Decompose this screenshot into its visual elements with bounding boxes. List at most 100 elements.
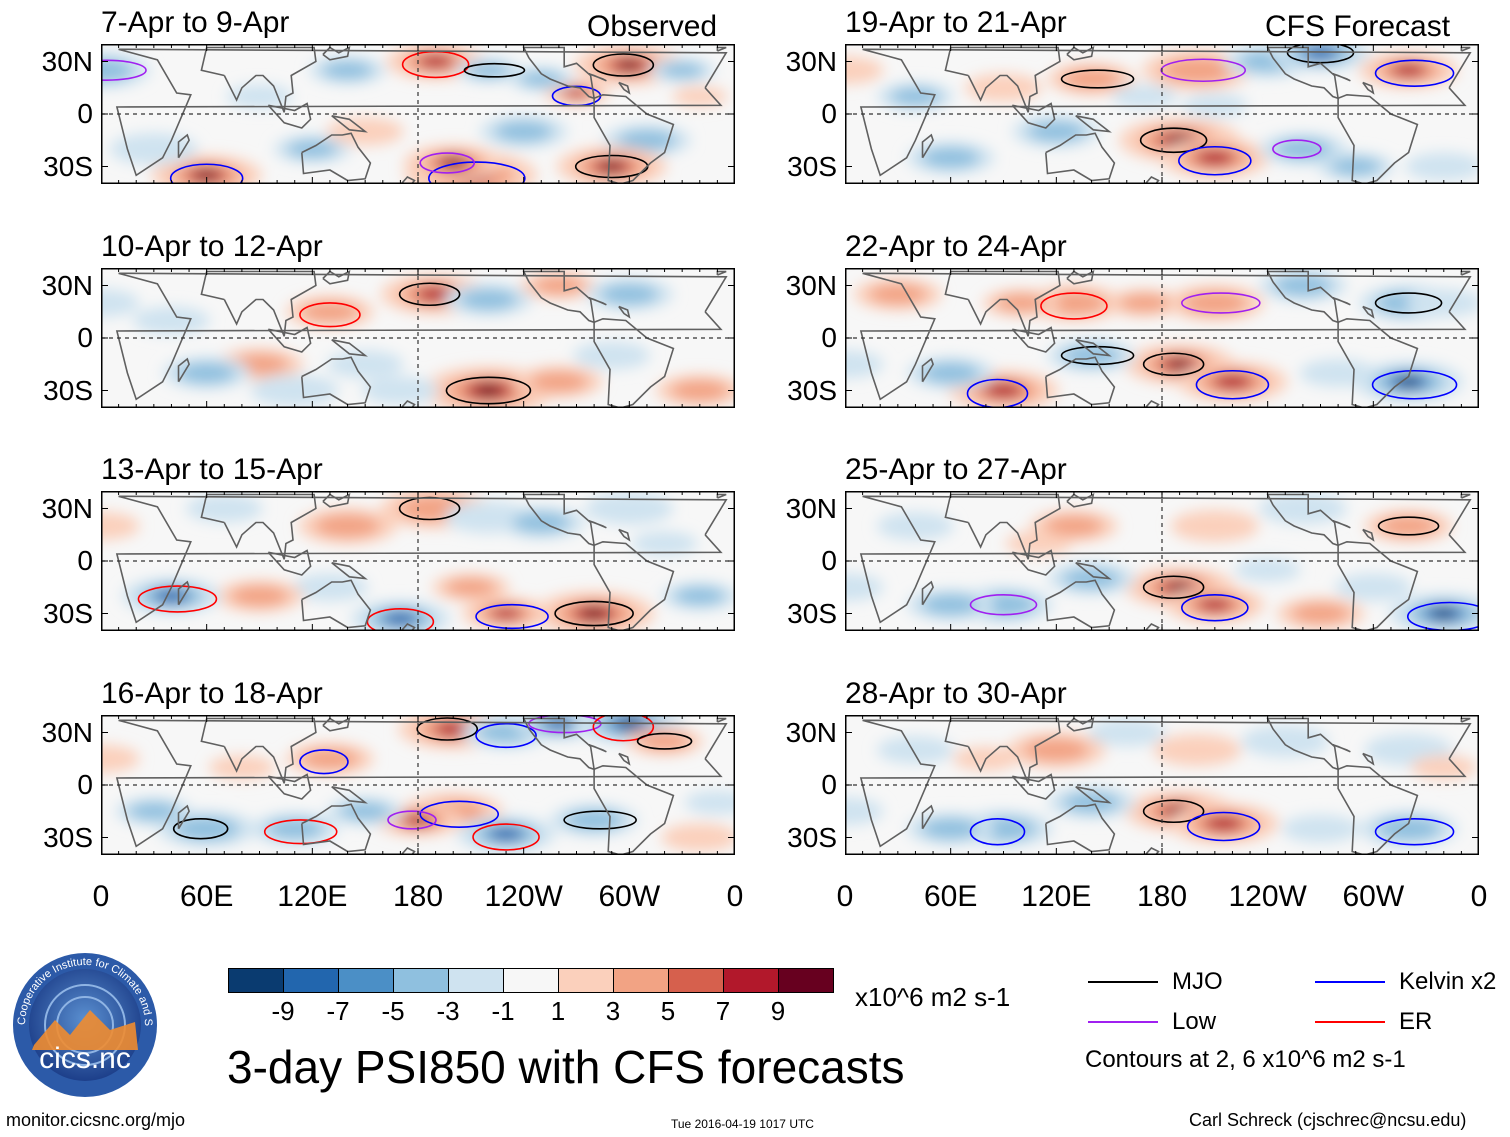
coastline [267,326,312,353]
panel-5 [845,268,1479,408]
colorbar-tick-label: 3 [605,996,621,1026]
coastline [1337,317,1419,408]
coastline [859,495,1472,624]
coastline [1011,773,1056,800]
coastline [944,717,1061,784]
coastline [618,752,631,766]
coastline [716,46,727,52]
x-tick-label: 0 [836,880,854,913]
colorbar [228,968,834,999]
coastline [1362,752,1375,766]
contour-line [592,53,655,77]
contour-line [1142,799,1205,824]
coastline [1011,102,1056,129]
contour-line [1377,516,1440,536]
panel-map [101,715,735,855]
x-tick-label: 0 [92,880,110,913]
colorbar-swatches [228,968,834,993]
panel-map [845,491,1479,631]
contour-line [463,62,526,78]
legend-swatch [1088,981,1158,983]
psi-anomaly-blob [226,84,293,109]
contour-note: Contours at 2, 6 x10^6 m2 s-1 [1085,1046,1406,1073]
coastline [200,270,317,337]
psi-anomaly-blob [1170,510,1259,542]
contour-line [387,810,437,830]
x-tick-label: 0 [1470,880,1488,913]
x-tick-label: 60E [179,880,234,913]
contour-line [1040,292,1108,320]
contour-line [1181,292,1261,314]
y-tick-label: 30N [41,45,93,77]
psi-anomaly-blob [1334,573,1412,602]
psi-anomaly-blob [876,736,954,764]
psi-anomaly-blob [845,56,884,85]
y-tick-label: 30N [41,716,93,748]
coastline [1075,115,1112,133]
psi-anomaly-blob [132,306,210,335]
panel-4 [845,44,1479,184]
coastline [200,717,317,784]
y-tick-label: 30S [43,597,93,629]
contour-line [472,823,540,851]
psi-anomaly-blob [965,73,1042,102]
contour-line [299,749,349,775]
y-tick-label: 30S [787,821,837,853]
coastline [1075,786,1112,804]
psi-anomaly-blob [573,341,651,370]
psi-anomaly-blob [101,289,140,317]
colorbar-tick-label: -7 [326,996,350,1026]
coastline [1266,270,1340,324]
observed-label: Observed [587,10,718,43]
y-tick-label: 0 [77,98,93,129]
y-tick-label: 0 [77,322,93,353]
coastline [1332,73,1351,82]
colorbar-tick-label: -1 [491,996,515,1026]
coastline [200,493,317,560]
coastline [1337,93,1419,184]
contour-line [366,608,435,631]
coastline [1460,46,1471,52]
x-tick-label: 60W [598,880,661,913]
coastline [1144,623,1160,631]
cics-logo-icon: Cooperative Institute for Climate and Sa… [7,941,157,1097]
legend-swatch [1315,1021,1385,1023]
y-tick-label: 0 [821,545,837,576]
coastline [1362,528,1375,542]
x-tick-label: 0 [726,880,744,913]
contour-line [1272,139,1322,159]
panel-title: 16-Apr to 18-Apr [101,677,323,710]
panel-map [101,44,735,184]
coastline [1045,132,1116,182]
footer-url[interactable]: monitor.cicsnc.org/mjo [6,1110,186,1130]
panel-map [845,715,1479,855]
coastline [522,46,596,100]
y-tick-label: 30S [787,597,837,629]
coastline [859,272,1472,401]
psi-anomaly-blob [1258,492,1347,525]
coastline [115,719,728,848]
contour-line [263,819,338,845]
footer-timestamp: Tue 2016-04-19 1017 UTC [671,1117,814,1131]
colorbar-swatch [723,968,779,993]
psi-anomaly-blob [101,744,140,773]
coastline [1332,744,1351,753]
footer-author: Carl Schreck (cjschrec@ncsu.edu) [1189,1110,1467,1130]
y-tick-label: 30N [785,716,837,748]
y-tick-label: 30N [785,45,837,77]
psi-anomaly-blob [1111,84,1178,109]
coastline [1045,579,1116,629]
colorbar-swatch [338,968,394,993]
psi-anomaly-blob [1299,359,1377,387]
psi-anomaly-blob [250,374,339,407]
contour-line [416,717,479,741]
coastline [593,93,675,184]
coastline [177,804,190,830]
coastline [1266,46,1340,100]
contour-line [554,600,634,627]
contour-line [445,376,532,405]
contour-line [419,800,500,828]
panel-1 [101,268,735,408]
forecast-label: CFS Forecast [1265,10,1451,43]
x-tick-label: 180 [1136,880,1188,913]
